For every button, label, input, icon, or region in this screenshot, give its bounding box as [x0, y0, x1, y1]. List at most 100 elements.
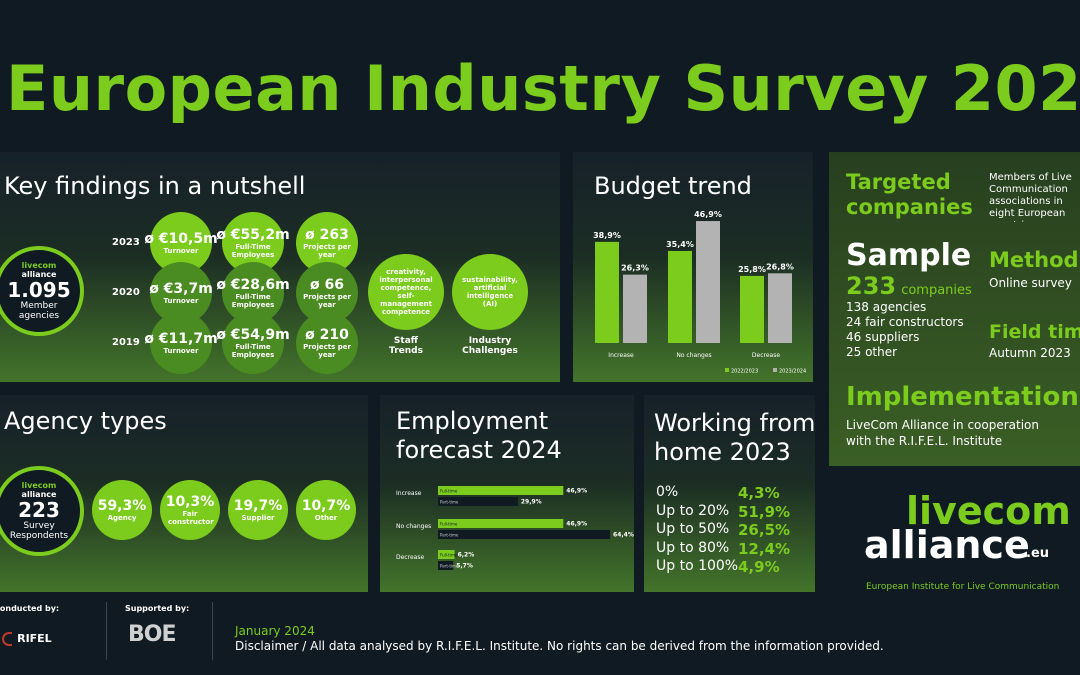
brand-tagline: European Institute for Live Communicatio…: [866, 582, 1060, 592]
right-info-panel: [829, 152, 1080, 466]
agency-type-label: Supplier: [241, 513, 275, 522]
method-heading: Method: [989, 248, 1079, 272]
wfh-row-label: 0%: [656, 484, 679, 500]
industry-challenges-text: sustainability, artificial intelligence …: [462, 276, 518, 308]
targeted-heading: Targeted companies: [846, 170, 973, 219]
employment-bar-label: 29,9%: [521, 499, 542, 506]
metric-value: ø €28,6m: [216, 276, 290, 293]
rifel-logo: RIFEL: [2, 628, 52, 647]
sample-line: 46 suppliers: [846, 330, 920, 344]
wfh-row: 0% 4,3%: [656, 484, 806, 502]
method-value: Online survey: [989, 276, 1072, 290]
boe-logo: BOE: [128, 622, 176, 647]
employment-bar-tag: Full-time: [440, 522, 458, 527]
supported-label: Supported by:: [125, 604, 190, 613]
agency-type-value: 19,7%: [233, 497, 283, 514]
employment-chart: Increase Full-time 46,9% Part-time 29,9% No c…: [396, 486, 634, 570]
agency-type-circle: 19,7% Supplier: [228, 480, 288, 540]
employment-bar-label: 64,4%: [613, 532, 634, 539]
sample-count-line: 233 companies: [846, 272, 972, 300]
employment-bar: [438, 497, 518, 506]
metric-circle-employees: ø €54,9m Full-Time Employees: [216, 312, 290, 374]
field-time-heading: Field time: [989, 321, 1080, 343]
footer-date: January 2024: [235, 624, 315, 638]
wfh-row-value: 12,4%: [738, 539, 791, 558]
rifel-text: RIFEL: [17, 632, 52, 645]
staff-trends-text: creativity, interpersonal competence, se…: [379, 268, 433, 316]
employment-bar-label: 46,9%: [566, 488, 587, 495]
metric-label: Turnover: [163, 346, 199, 355]
employment-bar-tag: Part-time: [440, 500, 459, 505]
metric-label: Full-Time Employees: [231, 292, 275, 309]
staff-trends-label: Staff Trends: [389, 336, 423, 356]
budget-bar: [623, 274, 647, 343]
metric-label: Projects per year: [303, 292, 351, 309]
livecom-logo-bottom-2: alliance: [21, 490, 57, 499]
sample-count-label: companies: [901, 283, 972, 298]
metric-circle-projects: ø 263 Projects per year: [296, 212, 358, 274]
agency-type-circle: 10,3% Fair constructor: [160, 480, 220, 540]
metric-label: Projects per year: [303, 342, 351, 359]
metric-label: Projects per year: [303, 242, 351, 259]
budget-chart: 38,9% 26,3% Increase 35,4% 46,9% No changes 25…: [593, 210, 806, 375]
employment-category-label: Increase: [396, 490, 422, 497]
respondents-label: Survey Respondents: [9, 521, 69, 541]
brand-suffix: .eu: [1026, 546, 1050, 561]
employment-bar: [438, 561, 454, 570]
industry-challenges-circle: sustainability, artificial intelligence …: [452, 254, 528, 330]
wfh-row: Up to 80% 12,4%: [656, 539, 806, 558]
footer-disclaimer: Disclaimer / All data analysed by R.I.F.…: [235, 639, 884, 653]
budget-bar-label: 26,3%: [621, 264, 649, 273]
metric-circle-turnover: ø €11,7m Turnover: [144, 312, 218, 374]
wfh-row: Up to 100% 4,9%: [656, 558, 806, 576]
respondents-ring: livecom alliance 223 Survey Respondents: [0, 466, 84, 556]
employment-bar-tag: Full-time: [440, 489, 458, 494]
wfh-row: Up to 50% 26,5%: [656, 521, 806, 539]
wfh-heading-2: home 2023: [654, 438, 791, 466]
sample-line: 138 agencies: [846, 300, 927, 314]
footer-divider-1: [106, 602, 107, 660]
metric-value: ø €10,5m: [144, 230, 218, 247]
employment-bar-label: 6,2%: [458, 552, 475, 559]
employment-heading-2: forecast 2024: [396, 436, 562, 464]
year-label: 2020: [112, 287, 140, 298]
year-label: 2023: [112, 237, 140, 248]
agency-type-label: Agency: [107, 513, 137, 522]
employment-bar: [438, 486, 564, 495]
page-title: European Industry Survey 2023: [6, 52, 1080, 125]
industry-challenges-label: Industry Challenges: [462, 336, 518, 356]
employment-category-label: No changes: [396, 523, 431, 530]
wfh-row-label: Up to 100%: [656, 558, 739, 574]
budget-legend-swatch: [725, 368, 729, 372]
metric-value: ø €54,9m: [216, 326, 290, 343]
wfh-row: Up to 20% 51,9%: [656, 502, 806, 521]
sample-breakdown: 138 agencies 24 fair constructors 46 suppl…: [846, 300, 964, 360]
budget-bar: [595, 241, 619, 343]
budget-bar-label: 25,8%: [738, 265, 766, 274]
employment-bar: [438, 519, 564, 528]
wfh-row-value: 26,5%: [738, 521, 791, 539]
employment-bar: [438, 530, 611, 539]
wfh-row-label: Up to 20%: [656, 502, 730, 519]
respondents-number: 223: [18, 498, 60, 522]
metric-circle-projects: ø 210 Projects per year: [296, 312, 358, 374]
metric-value: ø 66: [310, 276, 344, 293]
budget-legend-swatch: [773, 368, 777, 372]
budget-legend-label: 2022/2023: [731, 369, 758, 375]
wfh-row-label: Up to 80%: [656, 539, 730, 556]
livecom-logo-bottom: alliance: [21, 270, 57, 279]
brand-line-1: livecom: [906, 489, 1071, 533]
budget-legend-label: 2023/2024: [779, 369, 806, 375]
agency-type-label: Fair constructor: [168, 509, 214, 526]
brand-line-2: alliance: [864, 523, 1030, 567]
wfh-heading-1: Working from: [654, 409, 816, 437]
agency-type-label: Other: [314, 513, 338, 522]
budget-bar: [740, 275, 764, 343]
agency-type-value: 10,7%: [301, 497, 351, 514]
employment-bar-label: 46,9%: [566, 521, 587, 528]
conducted-label: Conducted by:: [0, 604, 60, 613]
employment-bar-tag: Full-time: [440, 553, 458, 558]
budget-bar-label: 38,9%: [593, 231, 621, 240]
budget-category-label: No changes: [676, 352, 711, 359]
sample-heading: Sample: [846, 238, 972, 273]
